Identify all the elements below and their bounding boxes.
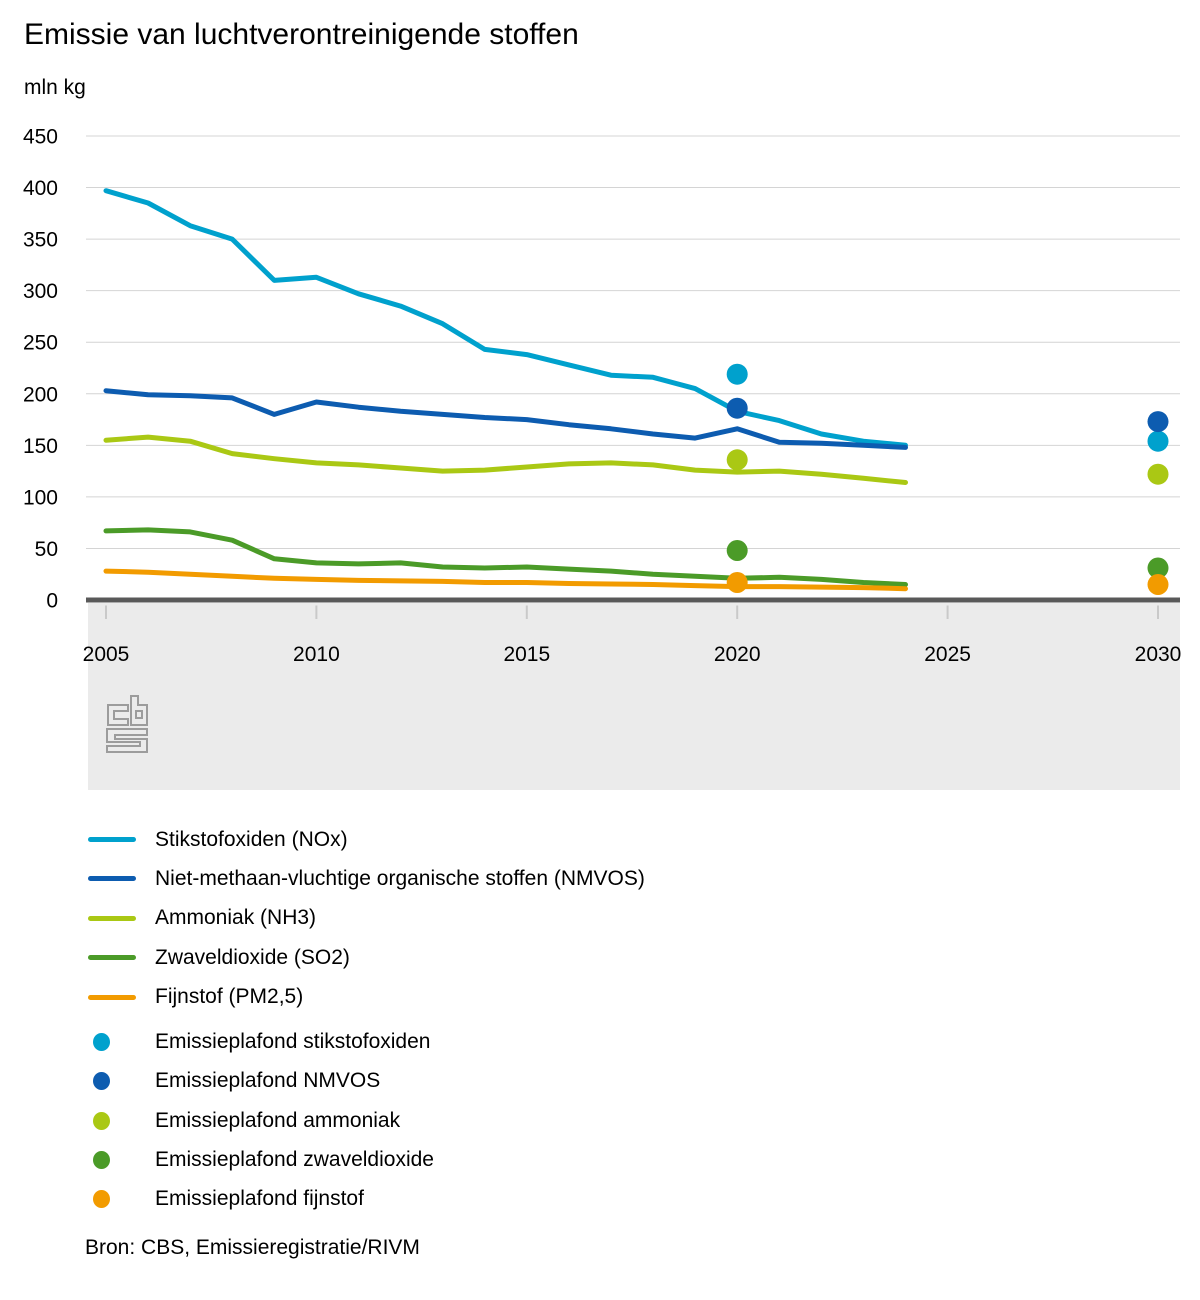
ceiling-dot-plafond-nmvos-2020 <box>726 397 748 419</box>
plot-footer-band <box>88 603 1180 875</box>
series-line-nox <box>103 188 908 448</box>
legend-item-plafond-so2[interactable]: Emissieplafond zwaveldioxide <box>0 1140 1200 1179</box>
legend-item-label: Emissieplafond zwaveldioxide <box>155 1147 434 1171</box>
y-axis-tick-label-0: 0 <box>46 590 58 613</box>
legend-item-label: Fijnstof (PM2,5) <box>155 985 304 1009</box>
cbs-logo-letter-s <box>106 728 148 753</box>
legend-line-swatch <box>88 837 136 842</box>
legend-item-nmvos[interactable]: Niet-methaan-vluchtige organische stoffe… <box>0 859 1200 898</box>
legend-item-so2[interactable]: Zwaveldioxide (SO2) <box>0 938 1200 977</box>
y-axis-tick-label-200: 200 <box>23 383 58 406</box>
legend-line-swatch <box>88 876 136 882</box>
cbs-logo-letter-b-counter <box>135 710 143 719</box>
ceiling-dot-plafond-so2-2030 <box>1147 557 1169 579</box>
ceiling-dot-plafond-nh3-2020 <box>726 449 748 471</box>
x-axis-ticks <box>105 605 1159 619</box>
legend-dot-swatch <box>93 1190 110 1209</box>
y-axis-labels: 0 50 100 150 200 250 300 350 400 450 <box>23 126 58 613</box>
x-axis-tick-label-2010: 2010 <box>293 643 340 666</box>
cbs-logo-letter-b <box>130 695 148 726</box>
legend-dot-swatch <box>93 1150 110 1169</box>
legend-item-label: Niet-methaan-vluchtige organische stoffe… <box>155 866 645 890</box>
legend-dot-swatch <box>93 1072 110 1091</box>
source-note: Bron: CBS, Emissieregistratie/RIVM <box>85 1236 420 1259</box>
ceiling-dot-plafond-pm25-2030 <box>1147 574 1169 595</box>
ceiling-dots <box>726 363 1169 595</box>
legend-dot-swatch <box>93 1032 110 1051</box>
series-lines <box>103 188 908 592</box>
ceiling-dot-plafond-nh3-2030 <box>1147 463 1169 485</box>
y-axis-tick-label-300: 300 <box>23 280 58 303</box>
legend-item-label: Emissieplafond stikstofoxiden <box>155 1029 431 1053</box>
legend-item-plafond-pm25[interactable]: Emissieplafond fijnstof <box>0 1180 1200 1219</box>
x-axis-tick-label-2015: 2015 <box>503 643 550 666</box>
ceiling-dot-plafond-so2-2020 <box>726 540 748 561</box>
legend-line-swatch <box>88 955 136 961</box>
series-line-nh3 <box>103 434 908 485</box>
chart-svg: 0 50 100 150 200 250 300 350 400 450 2005 2010 2015… <box>23 126 1182 875</box>
y-axis-unit-label: mln kg <box>24 76 86 99</box>
series-line-nmvos <box>103 388 908 450</box>
y-axis-tick-label-50: 50 <box>35 538 58 561</box>
ceiling-dot-plafond-nmvos-2030 <box>1147 411 1169 433</box>
legend-line-swatch <box>88 915 136 921</box>
gridlines <box>86 135 1180 549</box>
y-axis-tick-label-150: 150 <box>23 435 58 458</box>
legend-item-label: Ammoniak (NH3) <box>155 906 317 930</box>
legend-item-nox[interactable]: Stikstofoxiden (NOx) <box>0 820 1200 859</box>
legend-item-label: Emissieplafond NMVOS <box>155 1069 381 1093</box>
x-axis-tick-label-2005: 2005 <box>83 643 130 666</box>
ceiling-dot-plafond-nox-2030 <box>1147 430 1169 452</box>
y-axis-tick-label-100: 100 <box>23 486 58 509</box>
ceiling-dot-plafond-pm25-2020 <box>726 572 748 593</box>
legend-item-pm25[interactable]: Fijnstof (PM2,5) <box>0 978 1200 1017</box>
cbs-logo <box>106 695 148 753</box>
y-axis-tick-label-400: 400 <box>23 177 58 200</box>
series-line-pm25 <box>103 568 908 592</box>
y-axis-tick-label-450: 450 <box>23 126 58 149</box>
ceiling-dot-plafond-nox-2020 <box>726 363 748 385</box>
x-axis-tick-label-2030: 2030 <box>1135 643 1182 666</box>
x-axis-labels: 2005 2010 2015 2020 2025 2030 <box>83 643 1182 666</box>
legend-dot-swatch <box>93 1111 110 1130</box>
y-axis-tick-label-350: 350 <box>23 229 58 252</box>
y-axis-tick-label-250: 250 <box>23 332 58 355</box>
legend-line-swatch <box>88 994 136 1000</box>
legend-item-label: Zwaveldioxide (SO2) <box>155 945 350 969</box>
legend-item-label: Emissieplafond ammoniak <box>155 1108 401 1132</box>
legend-item-label: Stikstofoxiden (NOx) <box>155 827 348 851</box>
legend-item-nh3[interactable]: Ammoniak (NH3) <box>0 899 1200 938</box>
legend-item-plafond-nox[interactable]: Emissieplafond stikstofoxiden <box>0 1022 1200 1061</box>
chart-area: 0 50 100 150 200 250 300 350 400 450 2005 2010 2015… <box>0 100 1200 875</box>
x-axis-tick-label-2020: 2020 <box>714 643 761 666</box>
x-axis-tick-label-2025: 2025 <box>924 643 971 666</box>
legend-item-label: Emissieplafond fijnstof <box>155 1187 364 1211</box>
page-title: Emissie van luchtverontreinigende stoffe… <box>24 18 579 51</box>
cbs-logo-letter-c <box>107 704 129 726</box>
series-line-so2 <box>103 527 908 587</box>
legend-item-plafond-nh3[interactable]: Emissieplafond ammoniak <box>0 1101 1200 1140</box>
legend-item-plafond-nmvos[interactable]: Emissieplafond NMVOS <box>0 1062 1200 1101</box>
